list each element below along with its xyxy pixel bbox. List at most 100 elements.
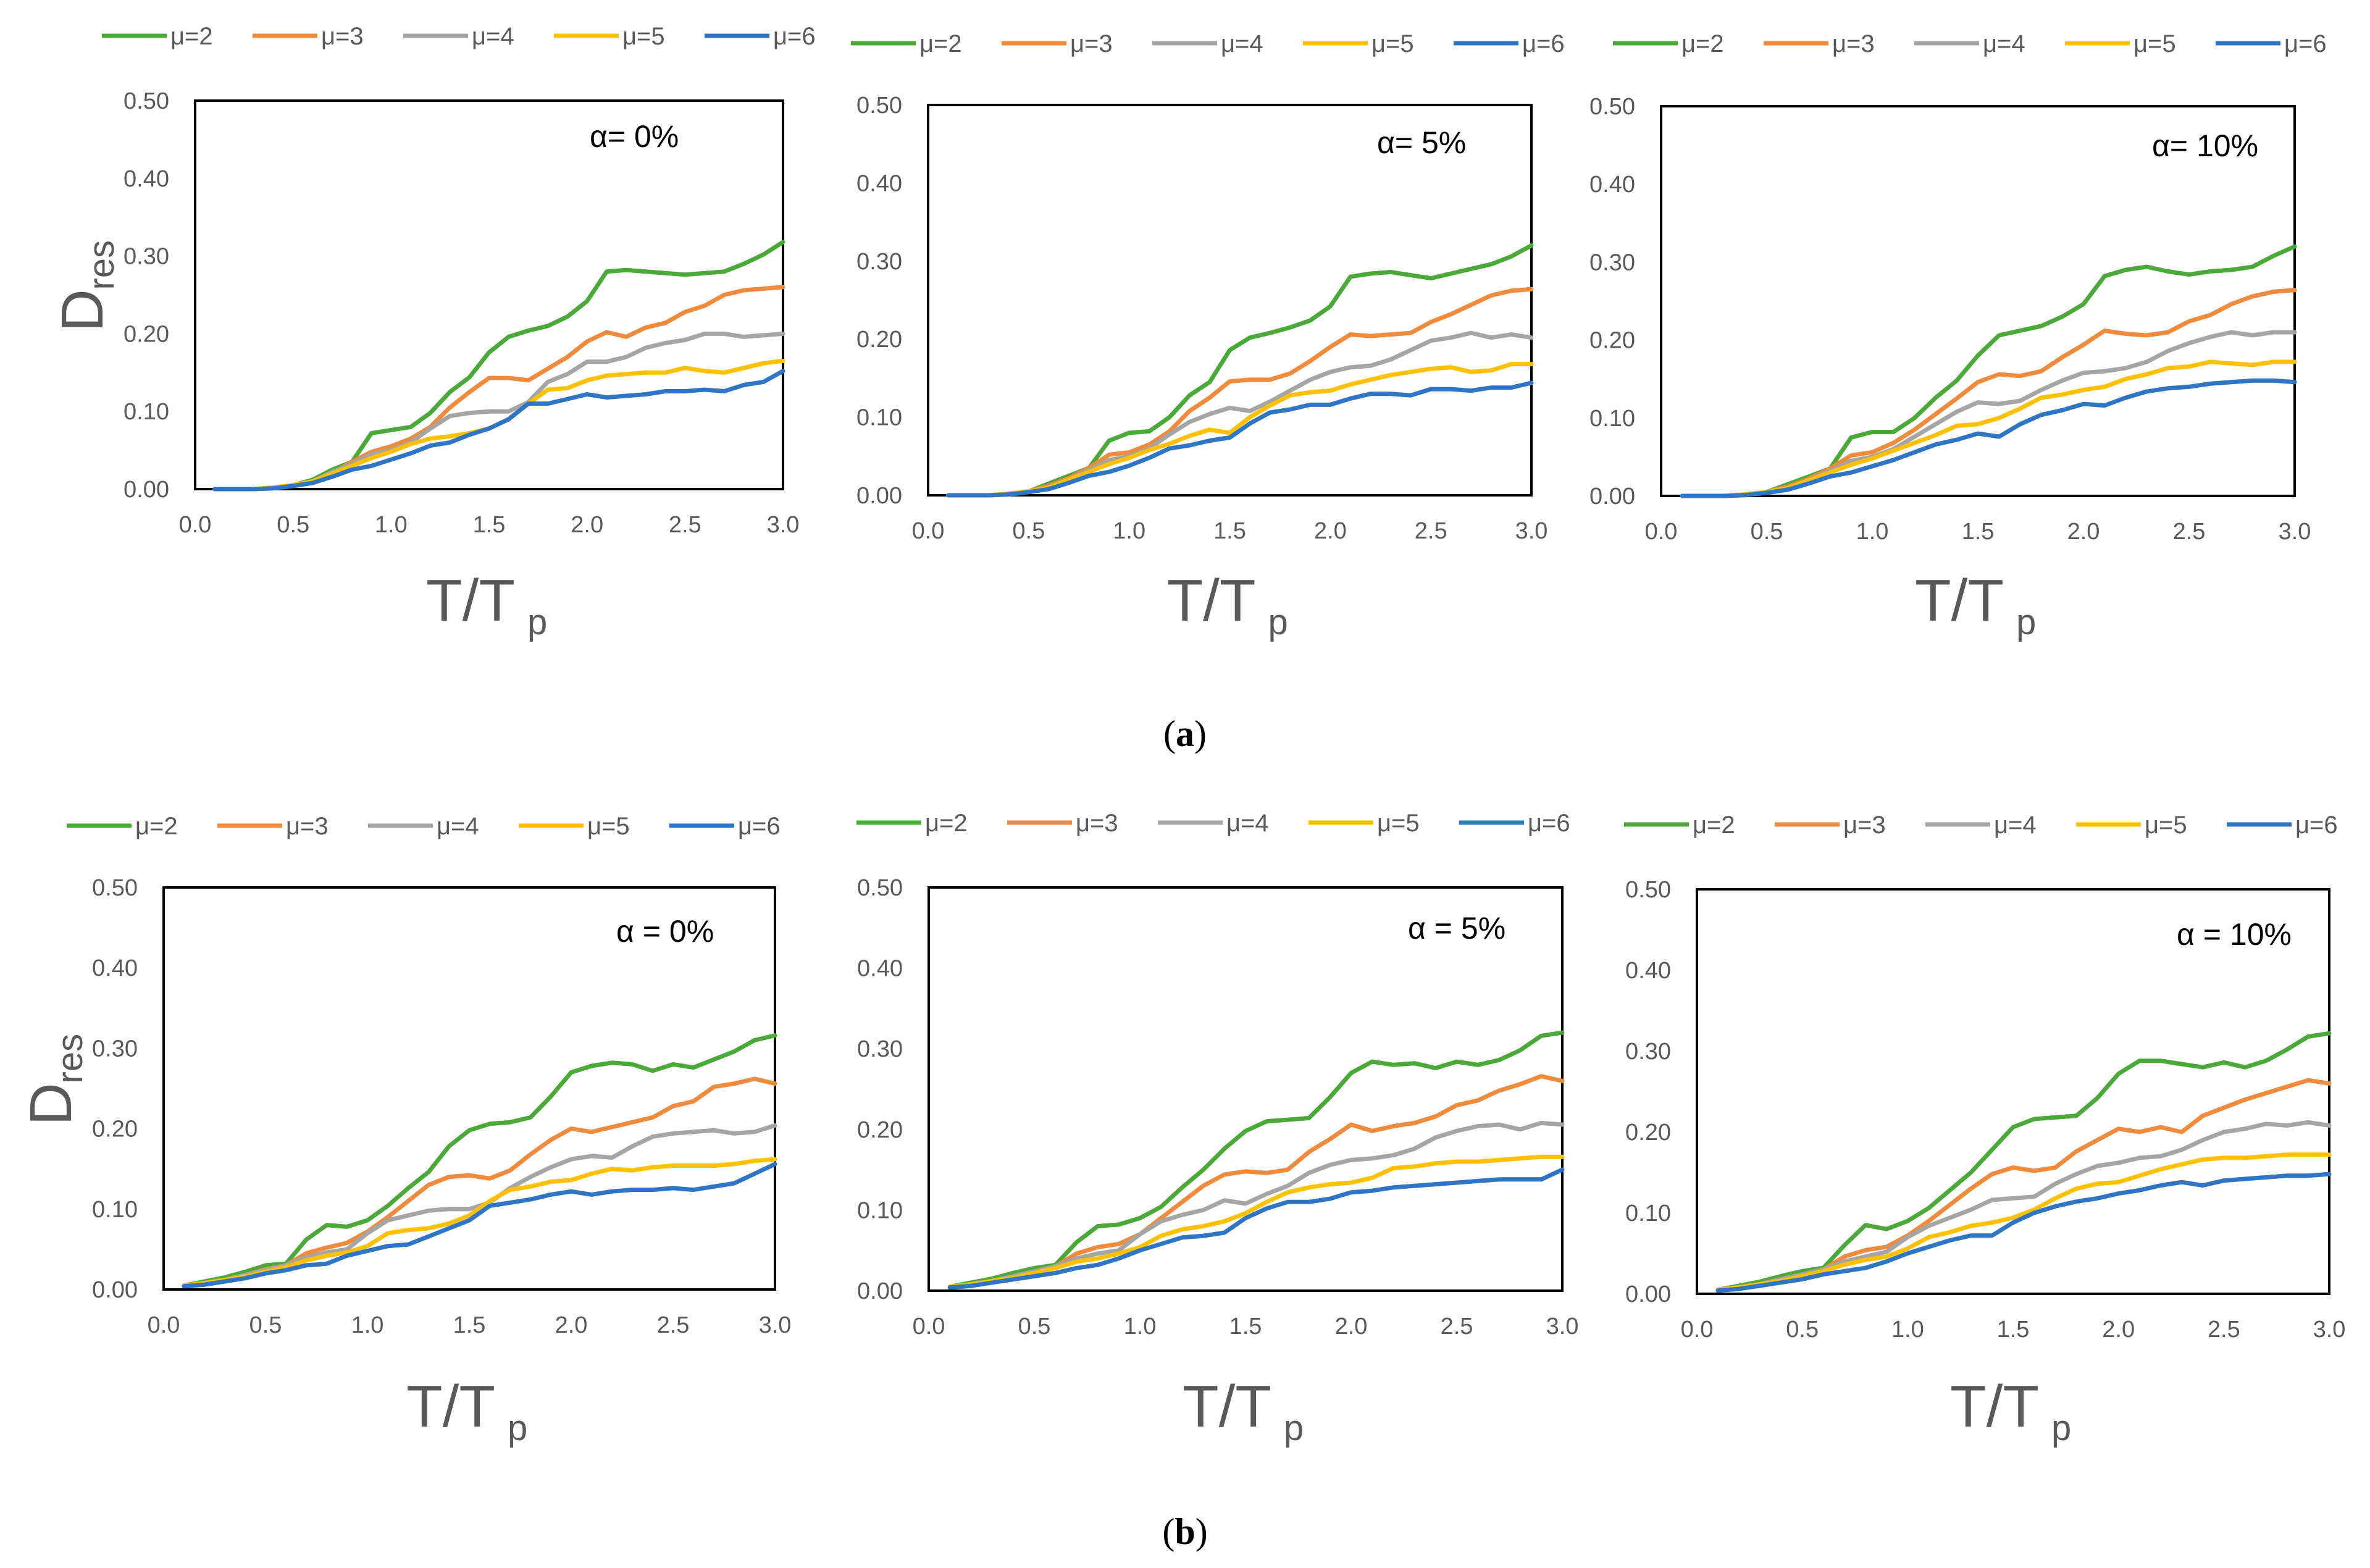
series-line-mu6	[212, 369, 785, 492]
part-label: (a)	[1163, 713, 1207, 754]
y-tick-label: 0.40	[857, 956, 903, 982]
legend-label: μ=4	[1221, 30, 1263, 57]
x-tick-label: 1.5	[1962, 519, 1995, 545]
x-tick-label: 1.5	[473, 512, 506, 538]
alpha-annotation: α= 0%	[590, 119, 679, 154]
series-line-mu3	[1680, 288, 2297, 498]
plot-frame	[927, 104, 1533, 497]
x-tick-label: 0.0	[148, 1312, 180, 1338]
x-tick-label: 2.5	[1415, 518, 1447, 544]
x-tick-label: 3.0	[2279, 519, 2311, 545]
legend-label: μ=4	[1994, 811, 2037, 839]
y-tick-label: 0.50	[856, 93, 902, 119]
y-tick-label: 0.10	[857, 1197, 903, 1223]
x-axis-label: T/T	[426, 568, 515, 634]
x-tick-label: 2.0	[2102, 1317, 2135, 1343]
x-tick-label: 1.5	[453, 1312, 486, 1338]
y-tick-label: 0.40	[856, 170, 902, 196]
legend-label: μ=3	[1832, 30, 1875, 57]
x-tick-label: 1.0	[351, 1312, 384, 1338]
series-line-mu3	[182, 1076, 777, 1288]
x-tick-label: 0.0	[1681, 1317, 1714, 1343]
legend-label: μ=5	[587, 813, 630, 840]
y-tick-label: 0.50	[857, 875, 903, 901]
legend-label: μ=4	[1226, 810, 1269, 837]
x-tick-label: 3.0	[759, 1312, 792, 1338]
x-tick-label: 0.0	[1645, 519, 1678, 545]
y-tick-label: 0.10	[856, 405, 902, 431]
x-tick-label: 0.0	[913, 1314, 945, 1340]
y-tick-label: 0.30	[856, 249, 902, 275]
series-line-mu6	[1715, 1172, 2332, 1293]
series-line-mu6	[946, 380, 1534, 498]
series-line-mu4	[1715, 1120, 2332, 1292]
plot-frame	[1660, 105, 2296, 497]
x-tick-label: 2.0	[555, 1312, 588, 1338]
x-axis-label: T/T	[406, 1373, 495, 1440]
series-line-mu2	[182, 1033, 777, 1288]
part-label: (b)	[1162, 1511, 1207, 1552]
x-tick-label: 0.5	[1786, 1317, 1819, 1343]
x-axis-label: T/T	[1915, 568, 2004, 634]
x-tick-label: 1.5	[1213, 518, 1246, 544]
x-axis-label-subscript: p	[1268, 602, 1288, 642]
y-tick-label: 0.20	[857, 1117, 903, 1143]
x-tick-label: 1.0	[1856, 519, 1889, 545]
legend-label: μ=5	[1377, 810, 1420, 837]
y-tick-label: 0.30	[92, 1036, 138, 1062]
series-line-mu4	[212, 331, 785, 492]
series-line-mu3	[1715, 1078, 2332, 1292]
y-tick-label: 0.20	[92, 1117, 138, 1142]
legend-label: μ=6	[2295, 811, 2338, 839]
legend-label: μ=3	[321, 23, 364, 50]
alpha-annotation: α= 10%	[2152, 128, 2258, 163]
legend-label: μ=2	[1681, 30, 1724, 57]
legend-label: μ=5	[2145, 811, 2187, 839]
series-line-mu2	[946, 243, 1534, 498]
x-tick-label: 1.0	[1113, 518, 1145, 544]
y-tick-label: 0.10	[124, 399, 169, 425]
y-axis-label-subscript: res	[82, 240, 122, 290]
x-axis-label-subscript: p	[527, 602, 547, 642]
alpha-annotation: α = 0%	[616, 914, 714, 949]
legend-label: μ=6	[773, 23, 816, 50]
x-axis-label-subscript: p	[508, 1408, 527, 1448]
y-tick-label: 0.20	[124, 321, 169, 347]
legend-label: μ=5	[2133, 30, 2176, 57]
x-axis-label-subscript: p	[2051, 1408, 2071, 1448]
series-line-mu2	[212, 240, 785, 492]
x-tick-label: 2.0	[571, 512, 603, 538]
x-tick-label: 0.5	[1018, 1314, 1051, 1340]
y-tick-label: 0.30	[1589, 249, 1635, 275]
y-tick-label: 0.30	[124, 244, 169, 270]
y-axis-label: D	[49, 289, 115, 332]
y-tick-label: 0.40	[1589, 172, 1635, 198]
x-tick-label: 2.5	[1441, 1314, 1473, 1340]
legend-label: μ=3	[1076, 810, 1118, 837]
legend-label: μ=2	[925, 810, 968, 837]
y-tick-label: 0.30	[857, 1036, 903, 1062]
x-tick-label: 0.5	[249, 1312, 282, 1338]
legend-label: μ=3	[286, 813, 329, 840]
x-tick-label: 0.5	[1012, 518, 1045, 544]
series-line-mu2	[1680, 244, 2297, 498]
x-tick-label: 3.0	[767, 512, 800, 538]
series-line-mu4	[947, 1120, 1565, 1289]
y-tick-label: 0.40	[92, 955, 138, 981]
x-tick-label: 2.0	[1314, 518, 1347, 544]
series-line-mu4	[1680, 330, 2297, 498]
x-tick-label: 3.0	[2313, 1317, 2346, 1343]
series-line-mu6	[947, 1167, 1565, 1290]
y-tick-label: 0.40	[1625, 958, 1671, 984]
y-tick-label: 0.00	[857, 1278, 903, 1304]
x-tick-label: 1.0	[375, 512, 408, 538]
alpha-annotation: α= 5%	[1377, 125, 1466, 160]
y-tick-label: 0.30	[1625, 1039, 1671, 1065]
series-line-mu6	[1680, 378, 2297, 498]
legend-label: μ=6	[1522, 30, 1565, 57]
x-axis-label-subscript: p	[2016, 602, 2036, 642]
plot-frame	[194, 99, 784, 490]
y-tick-label: 0.00	[1589, 484, 1635, 509]
x-tick-label: 2.0	[1335, 1314, 1368, 1340]
